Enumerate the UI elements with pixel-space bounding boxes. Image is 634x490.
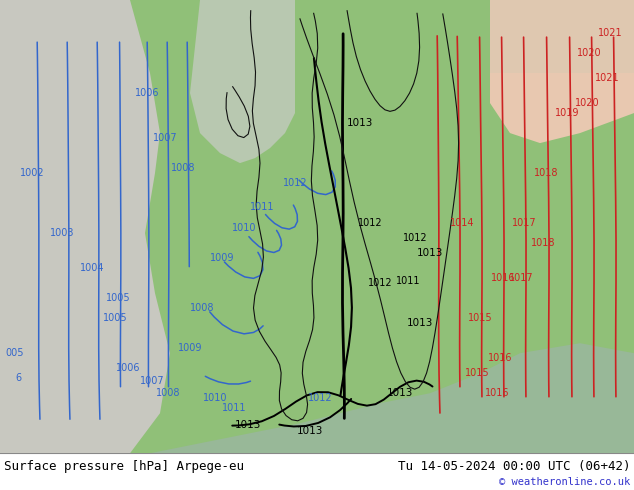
- Text: 1018: 1018: [534, 168, 559, 178]
- Text: 1015: 1015: [465, 368, 489, 378]
- Text: 1010: 1010: [232, 223, 256, 233]
- Text: 1013: 1013: [297, 426, 323, 436]
- Text: 1005: 1005: [103, 313, 127, 323]
- Text: 1006: 1006: [116, 363, 140, 373]
- Text: 1016: 1016: [491, 273, 515, 283]
- Text: 1009: 1009: [210, 253, 234, 263]
- Text: 005: 005: [6, 348, 24, 358]
- Text: 1016: 1016: [485, 388, 509, 398]
- Text: 1004: 1004: [80, 263, 104, 273]
- Polygon shape: [0, 343, 634, 453]
- Text: 1008: 1008: [156, 388, 180, 398]
- Text: 1007: 1007: [139, 376, 164, 386]
- Text: © weatheronline.co.uk: © weatheronline.co.uk: [499, 477, 630, 487]
- Text: 1013: 1013: [347, 118, 373, 128]
- Text: 1002: 1002: [20, 168, 44, 178]
- Text: 1007: 1007: [153, 133, 178, 143]
- Text: 1020: 1020: [574, 98, 599, 108]
- Text: Tu 14-05-2024 00:00 UTC (06+42): Tu 14-05-2024 00:00 UTC (06+42): [398, 460, 630, 473]
- Text: 1012: 1012: [368, 278, 392, 288]
- Text: 1009: 1009: [178, 343, 202, 353]
- Text: 1016: 1016: [488, 353, 512, 363]
- Text: 1003: 1003: [49, 228, 74, 238]
- Text: 1021: 1021: [598, 28, 623, 38]
- Text: 1011: 1011: [250, 202, 275, 212]
- Text: 1012: 1012: [358, 218, 382, 228]
- Polygon shape: [0, 0, 170, 453]
- Polygon shape: [190, 0, 295, 163]
- Text: 1011: 1011: [222, 403, 246, 413]
- Bar: [490, 0, 634, 73]
- Text: 1013: 1013: [387, 388, 413, 398]
- Text: 1013: 1013: [235, 420, 261, 430]
- Text: 1006: 1006: [135, 88, 159, 98]
- Text: 1018: 1018: [531, 238, 555, 248]
- Text: 1012: 1012: [307, 393, 332, 403]
- Text: 1012: 1012: [403, 233, 427, 243]
- Text: 1008: 1008: [171, 163, 195, 173]
- Text: 1013: 1013: [407, 318, 433, 328]
- Text: 1017: 1017: [508, 273, 533, 283]
- Text: 1005: 1005: [106, 293, 131, 303]
- Text: 1015: 1015: [468, 313, 493, 323]
- Text: 1019: 1019: [555, 108, 579, 118]
- Polygon shape: [490, 0, 634, 143]
- Text: 6: 6: [15, 373, 21, 383]
- Text: 1011: 1011: [396, 276, 420, 286]
- Text: 1020: 1020: [577, 48, 601, 58]
- Text: 1014: 1014: [450, 218, 474, 228]
- Text: 1013: 1013: [417, 248, 443, 258]
- Text: Surface pressure [hPa] Arpege-eu: Surface pressure [hPa] Arpege-eu: [4, 460, 244, 473]
- Text: 1021: 1021: [595, 73, 619, 83]
- Text: 1010: 1010: [203, 393, 227, 403]
- Text: 1008: 1008: [190, 303, 214, 313]
- Text: 1017: 1017: [512, 218, 536, 228]
- Text: 1012: 1012: [283, 178, 307, 188]
